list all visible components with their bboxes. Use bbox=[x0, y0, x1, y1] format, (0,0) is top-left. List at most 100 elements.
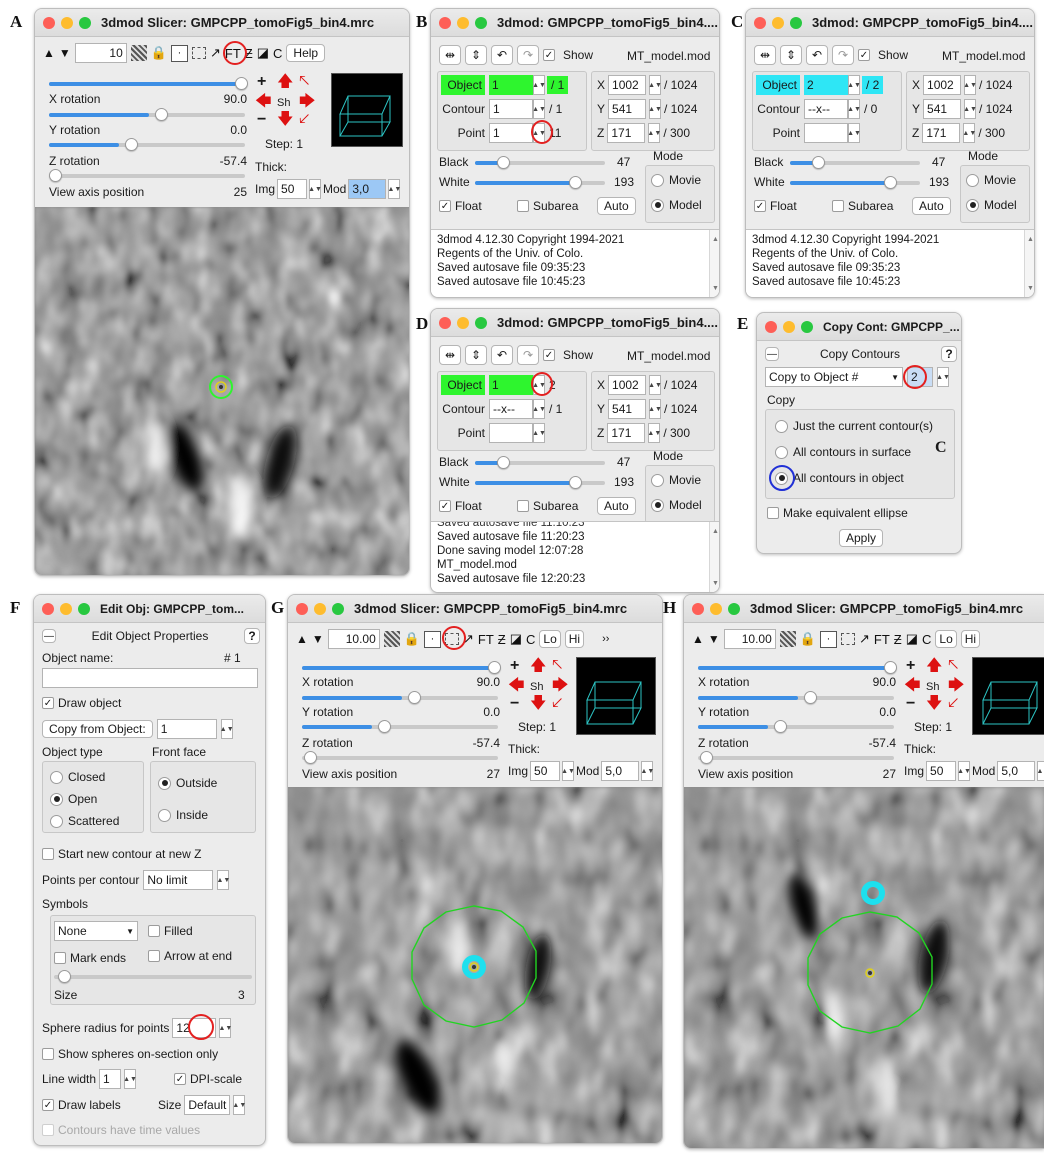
x-spinner[interactable]: ▲▼ bbox=[648, 75, 662, 95]
close-icon[interactable] bbox=[692, 602, 704, 615]
contour-field[interactable]: 1 bbox=[489, 99, 533, 119]
show-checkbox[interactable]: ✓ bbox=[858, 49, 870, 61]
draw-object-checkbox[interactable]: ✓ Draw object bbox=[42, 696, 122, 710]
x-spinner[interactable]: ▲▼ bbox=[963, 75, 977, 95]
zoom-up-icon[interactable]: ▲ bbox=[296, 632, 308, 646]
movie-radio[interactable]: Movie bbox=[651, 173, 701, 187]
movie-icon[interactable]: ⇹ bbox=[439, 345, 461, 365]
view-axis-slider[interactable] bbox=[698, 751, 894, 764]
show-checkbox[interactable]: ✓ bbox=[543, 49, 555, 61]
movie-radio[interactable]: Movie bbox=[966, 173, 1016, 187]
center-point-icon[interactable]: · bbox=[170, 44, 188, 62]
hi-button[interactable]: Hi bbox=[960, 630, 981, 648]
zap-icon[interactable]: Ƶ bbox=[244, 45, 253, 61]
auto-button[interactable]: Auto bbox=[912, 197, 951, 215]
arrow-down-left-icon[interactable]: 🡗 bbox=[948, 695, 959, 712]
plus-icon[interactable]: + bbox=[257, 73, 267, 90]
auto-button[interactable]: Auto bbox=[597, 197, 636, 215]
radio-closed[interactable]: Closed bbox=[50, 770, 105, 784]
movie-icon[interactable]: ⇹ bbox=[439, 45, 461, 65]
label-size-spinner[interactable]: ▲▼ bbox=[232, 1095, 246, 1115]
z-rotation-slider[interactable] bbox=[49, 138, 245, 151]
z-spinner[interactable]: ▲▼ bbox=[647, 423, 661, 443]
subarea-checkbox[interactable]: Subarea bbox=[517, 199, 578, 213]
sphere-radius-spinner[interactable]: ▲▼ bbox=[218, 1018, 232, 1038]
arrow-up-left-icon[interactable]: 🡔 bbox=[948, 657, 959, 674]
mark-ends-checkbox[interactable]: Mark ends bbox=[54, 951, 126, 965]
contour-spinner[interactable]: ▲▼ bbox=[532, 99, 546, 119]
tomogram-view[interactable] bbox=[35, 207, 409, 575]
image-save-icon[interactable]: ◪ bbox=[509, 631, 523, 646]
minus-icon[interactable]: − bbox=[906, 695, 916, 712]
ft-button[interactable]: FT bbox=[477, 631, 494, 647]
img-spinner[interactable]: ▲▼ bbox=[308, 179, 322, 199]
white-slider[interactable] bbox=[475, 476, 605, 489]
object-spinner[interactable]: ▲▼ bbox=[532, 75, 546, 95]
x-field[interactable]: 1002 bbox=[923, 75, 962, 95]
object-field[interactable]: 1 bbox=[489, 375, 533, 395]
y-rotation-slider[interactable] bbox=[49, 108, 245, 121]
zoom-down-icon[interactable]: ▼ bbox=[58, 46, 71, 60]
lo-button[interactable]: Lo bbox=[935, 630, 957, 648]
y-field[interactable]: 541 bbox=[923, 99, 962, 119]
arrow-icon[interactable]: ↗ bbox=[462, 631, 474, 646]
log-scrollbar[interactable]: ▲ ▼ bbox=[709, 230, 719, 297]
copied-point-marker[interactable] bbox=[462, 955, 486, 979]
help-button[interactable]: ? bbox=[941, 346, 957, 362]
y-rotation-slider[interactable] bbox=[698, 691, 894, 704]
contour-spinner[interactable]: ▲▼ bbox=[532, 399, 546, 419]
x-spinner[interactable]: ▲▼ bbox=[648, 375, 662, 395]
img-spinner[interactable]: ▲▼ bbox=[561, 761, 575, 781]
zoom-down-icon[interactable]: ▼ bbox=[707, 632, 720, 646]
object-field[interactable]: 1 bbox=[489, 75, 533, 95]
texture-icon[interactable] bbox=[779, 631, 796, 647]
arrow-up-icon[interactable]: 🡅 bbox=[530, 657, 547, 674]
lock-icon[interactable]: 🔒 bbox=[150, 45, 167, 60]
movie-icon[interactable]: ⇹ bbox=[754, 45, 776, 65]
plus-icon[interactable]: + bbox=[510, 657, 520, 674]
img-field[interactable]: 50 bbox=[530, 761, 561, 781]
zoom-icon[interactable] bbox=[801, 320, 813, 333]
x-rotation-slider[interactable] bbox=[49, 77, 248, 90]
copy-from-field[interactable]: 1 bbox=[156, 719, 217, 739]
model-radio[interactable]: Model bbox=[966, 198, 1017, 212]
redo-icon[interactable]: ↷ bbox=[517, 345, 539, 365]
symbol-size-slider[interactable] bbox=[54, 970, 252, 983]
object-spinner[interactable]: ▲▼ bbox=[847, 75, 861, 95]
help-button[interactable]: ? bbox=[244, 628, 260, 644]
radio-inside[interactable]: Inside bbox=[158, 808, 208, 822]
zoom-icon[interactable] bbox=[79, 16, 91, 29]
z-field[interactable]: 171 bbox=[607, 123, 646, 143]
new-contour-checkbox[interactable]: Start new contour at new Z bbox=[42, 847, 201, 861]
arrow-right-icon[interactable]: 🡆 bbox=[948, 677, 965, 694]
float-checkbox[interactable]: ✓ Float bbox=[439, 199, 482, 213]
ft-button[interactable]: FT bbox=[873, 631, 890, 647]
black-slider[interactable] bbox=[790, 156, 920, 169]
arrow-right-icon[interactable]: 🡆 bbox=[552, 677, 569, 694]
apply-button[interactable]: Apply bbox=[839, 529, 884, 547]
lock-icon[interactable]: 🔒 bbox=[799, 631, 816, 646]
sh-button[interactable]: Sh bbox=[530, 681, 544, 693]
contour-spinner[interactable]: ▲▼ bbox=[847, 99, 861, 119]
draw-labels-checkbox[interactable]: ✓ Draw labels bbox=[42, 1098, 121, 1112]
z-spinner[interactable]: ▲▼ bbox=[647, 123, 661, 143]
close-icon[interactable] bbox=[765, 320, 777, 333]
log-scrollbar[interactable]: ▲ ▼ bbox=[1024, 230, 1034, 297]
undo-icon[interactable]: ↶ bbox=[491, 45, 513, 65]
image-save-icon[interactable]: ◪ bbox=[905, 631, 919, 646]
center-point-icon[interactable]: · bbox=[819, 630, 837, 648]
arrow-down-icon[interactable]: 🡇 bbox=[530, 695, 547, 712]
z-spinner[interactable]: ▲▼ bbox=[962, 123, 976, 143]
z-field[interactable]: 171 bbox=[922, 123, 961, 143]
contour-field[interactable]: --x-- bbox=[804, 99, 848, 119]
view-axis-slider[interactable] bbox=[49, 169, 245, 182]
rubberband-icon[interactable] bbox=[840, 633, 855, 645]
hi-button[interactable]: Hi bbox=[564, 630, 585, 648]
arrow-up-icon[interactable]: 🡅 bbox=[277, 73, 294, 90]
model-radio[interactable]: Model bbox=[651, 498, 702, 512]
y-spinner[interactable]: ▲▼ bbox=[963, 99, 977, 119]
undo-icon[interactable]: ↶ bbox=[491, 345, 513, 365]
radio-current-contour[interactable]: Just the current contour(s) bbox=[775, 419, 933, 433]
zoom-down-icon[interactable]: ▼ bbox=[311, 632, 324, 646]
zoom-field[interactable]: 10.00 bbox=[723, 629, 776, 649]
